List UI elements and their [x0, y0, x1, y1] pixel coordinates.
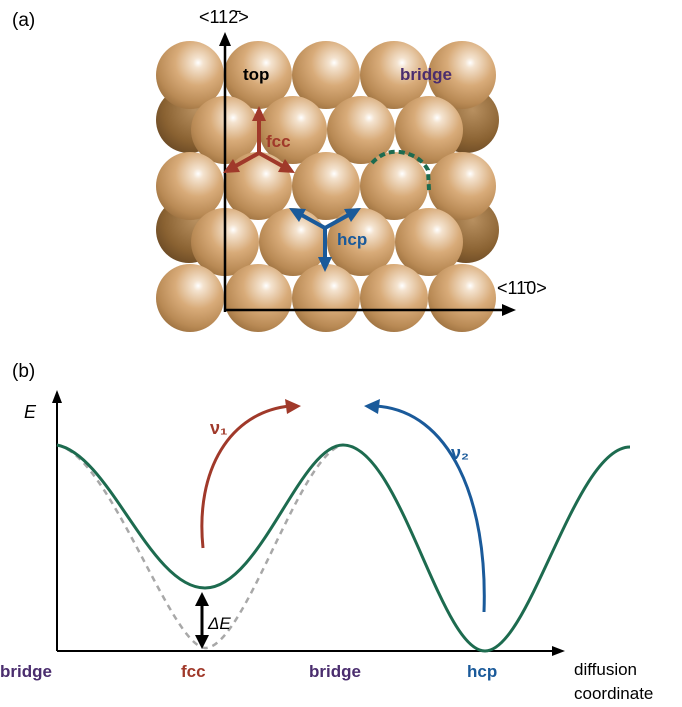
atom — [224, 264, 292, 332]
atom — [292, 41, 360, 109]
x-axis-arrowhead — [502, 304, 516, 316]
coordinate-axis-arrowhead — [552, 646, 565, 656]
atom — [156, 152, 224, 220]
atom — [259, 96, 327, 164]
atom — [428, 264, 496, 332]
x-axis-title-line2: coordinate — [574, 684, 653, 703]
atom — [395, 96, 463, 164]
hcp-site-label: hcp — [337, 230, 367, 249]
nu2-label: ν₂ — [451, 443, 469, 463]
atom — [224, 152, 292, 220]
reference-curve — [56, 443, 344, 650]
panel-b-label: (b) — [12, 361, 35, 382]
atom — [360, 152, 428, 220]
atom — [327, 208, 395, 276]
atom — [395, 208, 463, 276]
top-site-label: top — [243, 65, 269, 84]
hcp-site-marker — [289, 208, 361, 272]
panel-a-axes — [219, 32, 516, 316]
atom — [428, 152, 496, 220]
atom — [327, 96, 395, 164]
y-axis-direction-label: <112̄> — [199, 7, 249, 27]
x-label-fcc: fcc — [181, 662, 206, 681]
nu2-arrowhead — [364, 399, 380, 414]
atom — [259, 208, 327, 276]
bridge-path — [370, 149, 431, 191]
x-label-bridge-1: bridge — [0, 662, 52, 681]
atom — [156, 264, 224, 332]
bridge-site-label: bridge — [400, 65, 452, 84]
atom — [360, 264, 428, 332]
delta-e-arrow — [195, 592, 209, 649]
fcc-site-marker — [223, 106, 295, 173]
atom — [292, 152, 360, 220]
panel-b-axes — [52, 390, 565, 656]
nu2-arrow — [374, 404, 486, 613]
atom — [292, 264, 360, 332]
atom — [360, 41, 428, 109]
x-label-bridge-2: bridge — [309, 662, 361, 681]
energy-curve — [56, 443, 631, 653]
atom-lattice — [156, 41, 499, 332]
atom — [224, 41, 292, 109]
energy-axis-arrowhead — [52, 390, 62, 403]
x-label-hcp: hcp — [467, 662, 497, 681]
delta-e-label: ΔE — [207, 614, 231, 633]
nu1-arrow — [200, 404, 291, 549]
nu1-arrowhead — [285, 399, 301, 414]
energy-axis-label: E — [24, 402, 37, 422]
atom — [428, 41, 496, 109]
fcc-site-label: fcc — [266, 132, 291, 151]
x-axis-direction-label: <11̄0> — [497, 278, 547, 298]
nu1-label: ν₁ — [210, 418, 227, 438]
atom — [156, 41, 224, 109]
panel-a-label: (a) — [12, 10, 35, 31]
x-axis-title-line1: diffusion — [574, 660, 637, 679]
y-axis-arrowhead — [219, 32, 231, 46]
